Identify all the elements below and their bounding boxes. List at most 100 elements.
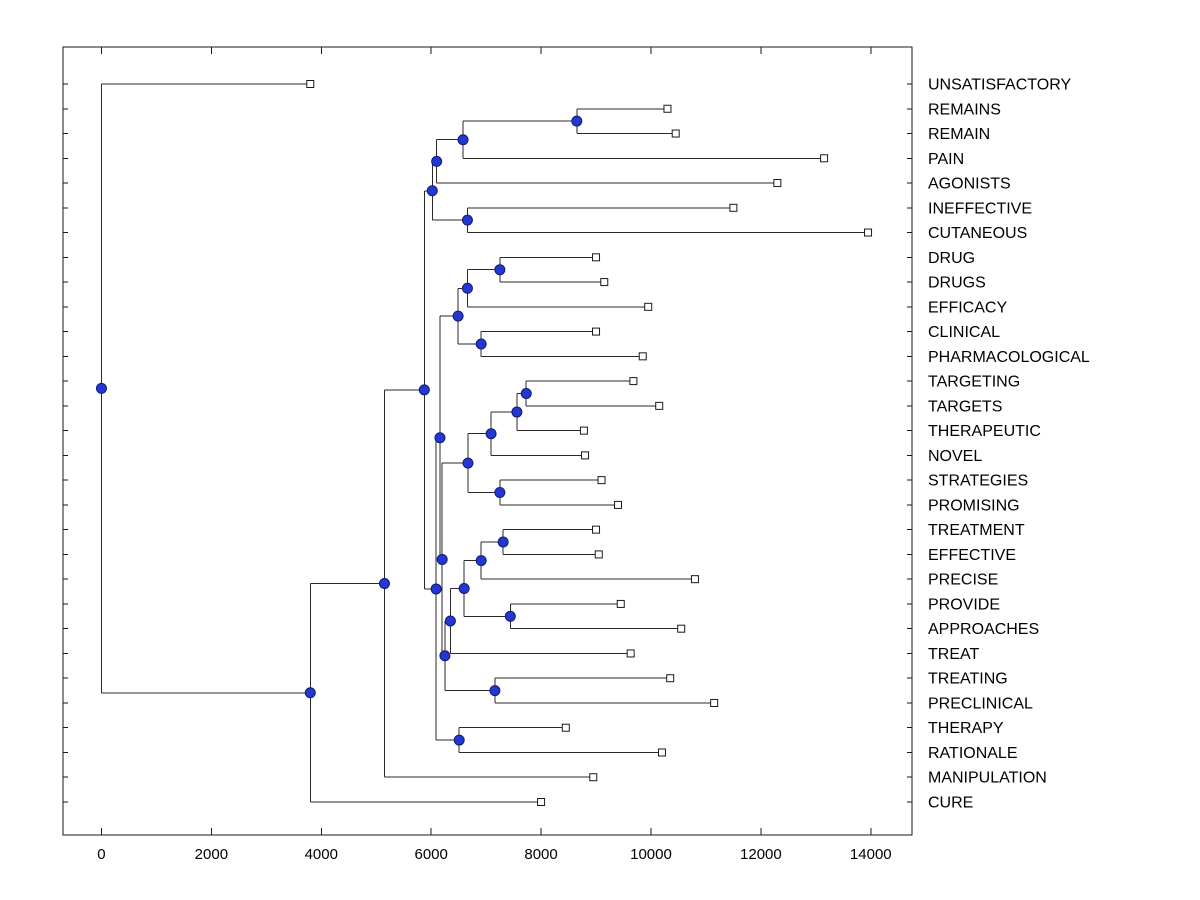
- leaf-label: MANIPULATION: [928, 770, 1047, 787]
- internal-node-marker: [462, 457, 474, 469]
- internal-node-marker: [461, 214, 473, 226]
- x-tick-label: 8000: [524, 846, 557, 863]
- leaf-marker: [729, 203, 738, 212]
- internal-node-marker: [378, 578, 390, 590]
- leaf-marker: [589, 773, 598, 782]
- leaf-label: CUTANEOUS: [928, 225, 1027, 242]
- leaf-label: THERAPEUTIC: [928, 423, 1041, 440]
- x-tick-label: 14000: [850, 846, 892, 863]
- x-tick-label: 4000: [305, 846, 338, 863]
- leaf-label: PAIN: [928, 151, 964, 168]
- leaf-label: PHARMACOLOGICAL: [928, 349, 1090, 366]
- leaf-marker: [561, 723, 570, 732]
- leaf-marker: [690, 575, 699, 584]
- leaf-label: DRUG: [928, 250, 975, 267]
- leaf-label: PRECISE: [928, 572, 998, 589]
- leaf-marker: [655, 401, 664, 410]
- leaf-label: CURE: [928, 795, 973, 812]
- leaf-marker: [594, 550, 603, 559]
- leaf-label: EFFICACY: [928, 299, 1007, 316]
- internal-node-marker: [504, 610, 516, 622]
- leaf-marker: [644, 302, 653, 311]
- leaf-label: STRATEGIES: [928, 473, 1028, 490]
- node-markers: [95, 80, 873, 806]
- internal-node-marker: [461, 282, 473, 294]
- axes: [62, 46, 913, 836]
- internal-node-marker: [494, 487, 506, 499]
- internal-node-marker: [489, 685, 501, 697]
- internal-node-marker: [453, 734, 465, 746]
- leaf-marker: [773, 179, 782, 188]
- leaf-label: PROVIDE: [928, 596, 1000, 613]
- x-tick-label: 6000: [414, 846, 447, 863]
- leaf-label: REMAINS: [928, 101, 1001, 118]
- leaf-marker: [537, 798, 546, 806]
- internal-node-marker: [485, 428, 497, 440]
- leaf-marker: [710, 698, 719, 707]
- leaf-marker: [592, 253, 601, 262]
- x-tick-label: 12000: [740, 846, 782, 863]
- leaf-label: TARGETS: [928, 398, 1002, 415]
- leaf-label: INEFFECTIVE: [928, 200, 1032, 217]
- labels: 0 2000 4000 6000 8000 10000 12000 14000 UNSATISF…: [97, 77, 1090, 864]
- internal-node-marker: [571, 115, 583, 127]
- internal-node-marker: [304, 687, 316, 699]
- internal-node-marker: [444, 615, 456, 627]
- leaf-marker: [629, 377, 638, 386]
- leaf-marker: [677, 624, 686, 633]
- leaf-label: APPROACHES: [928, 621, 1039, 638]
- internal-node-marker: [431, 155, 443, 167]
- leaf-label: PROMISING: [928, 497, 1020, 514]
- internal-node-marker: [95, 382, 107, 394]
- leaf-label: TREATMENT: [928, 522, 1025, 539]
- plot-border: [62, 46, 913, 836]
- x-tick-label: 0: [97, 846, 105, 863]
- leaf-label: PRECLINICAL: [928, 695, 1033, 712]
- leaf-label: UNSATISFACTORY: [928, 77, 1071, 94]
- leaf-label: NOVEL: [928, 448, 982, 465]
- x-tick-label: 10000: [630, 846, 672, 863]
- leaf-marker: [671, 129, 680, 138]
- leaf-marker: [666, 674, 675, 683]
- leaf-label: DRUGS: [928, 275, 986, 292]
- x-tick-label: 2000: [195, 846, 228, 863]
- internal-node-marker: [494, 264, 506, 276]
- internal-node-marker: [475, 338, 487, 350]
- leaf-marker: [626, 649, 635, 658]
- leaf-marker: [616, 599, 625, 608]
- leaf-label: RATIONALE: [928, 745, 1018, 762]
- internal-node-marker: [475, 555, 487, 567]
- leaf-marker: [600, 278, 609, 287]
- leaf-label: TARGETING: [928, 374, 1020, 391]
- internal-node-marker: [452, 310, 464, 322]
- leaf-marker: [579, 426, 588, 435]
- leaf-label: CLINICAL: [928, 324, 1000, 341]
- internal-node-marker: [520, 387, 532, 399]
- internal-node-marker: [436, 553, 448, 565]
- leaf-marker: [864, 228, 873, 237]
- leaf-marker: [592, 525, 601, 534]
- leaf-marker: [581, 451, 590, 460]
- internal-node-marker: [497, 536, 509, 548]
- internal-node-marker: [418, 384, 430, 396]
- internal-node-marker: [426, 185, 438, 197]
- leaf-marker: [820, 154, 829, 163]
- leaf-marker: [638, 352, 647, 361]
- leaf-marker: [592, 327, 601, 336]
- leaf-label: THERAPY: [928, 720, 1004, 737]
- leaf-label: EFFECTIVE: [928, 547, 1016, 564]
- internal-node-marker: [458, 582, 470, 594]
- leaf-marker: [663, 104, 672, 113]
- leaf-marker: [657, 748, 666, 757]
- internal-node-marker: [511, 406, 523, 418]
- internal-node-marker: [457, 134, 469, 146]
- internal-node-marker: [439, 650, 451, 662]
- leaf-label: AGONISTS: [928, 176, 1011, 193]
- leaf-marker: [614, 500, 623, 509]
- internal-node-marker: [430, 583, 442, 595]
- leaf-marker: [306, 80, 315, 88]
- leaf-label: REMAIN: [928, 126, 990, 143]
- internal-node-marker: [434, 432, 446, 444]
